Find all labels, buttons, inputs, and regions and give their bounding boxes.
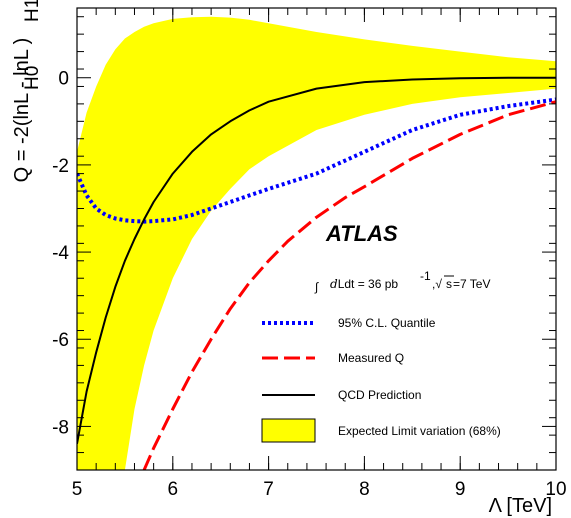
band-layer xyxy=(77,16,556,470)
lumi-text: dLdt = 36 pb xyxy=(330,277,398,291)
y-tick-label: 0 xyxy=(58,69,69,90)
series-line-2 xyxy=(142,100,556,470)
band-area xyxy=(77,16,556,470)
y-axis-sub-h0: H0 xyxy=(22,66,43,90)
legend-label-band: Expected Limit variation (68%) xyxy=(338,424,501,438)
plot-frame xyxy=(76,7,557,471)
y-tick-label: -8 xyxy=(52,417,69,438)
lumi-prefix: Ldt = 36 pb xyxy=(338,277,399,291)
x-axis-label: Λ [TeV] xyxy=(489,495,552,517)
series-line-1 xyxy=(77,97,556,224)
lumi-suffix: =7 TeV xyxy=(453,277,490,291)
y-tick-label: -4 xyxy=(52,243,69,264)
y-axis-label-main: Q = -2(lnL - lnL ) xyxy=(11,38,33,183)
legend-swatch-band xyxy=(261,418,316,443)
y-tick-label: -6 xyxy=(52,330,69,351)
x-tick-label: 7 xyxy=(263,479,274,500)
sqrt-symbol: ,√ xyxy=(432,277,442,291)
series-line-3 xyxy=(77,76,556,444)
integral-sign: ∫ xyxy=(314,280,319,294)
x-tick-label: 8 xyxy=(359,479,370,500)
sqrt-s: s xyxy=(446,277,452,291)
lumi-exponent: -1 xyxy=(420,269,431,283)
y-axis-label: Q = -2(lnL - lnL ) xyxy=(11,38,33,183)
legend-label-measured: Measured Q xyxy=(338,351,404,365)
axis-layer: 5 6 7 8 9 10 -8 -6 -4 -2 0 xyxy=(52,8,567,500)
y-tick-label: -2 xyxy=(52,156,69,177)
x-tick-label: 6 xyxy=(168,479,179,500)
x-tick-label: 5 xyxy=(72,479,83,500)
lumi-annotation: ∫ dLdt = 36 pb -1 ,√ s =7 TeV xyxy=(314,269,490,294)
y-axis-sub-h1: H1 xyxy=(22,0,43,22)
atlas-label: ATLAS xyxy=(325,221,398,246)
legend-label-qcd: QCD Prediction xyxy=(338,388,421,402)
x-tick-label: 9 xyxy=(455,479,466,500)
legend: 95% C.L. Quantile Measured Q QCD Predict… xyxy=(261,316,501,443)
x-tick-label: 10 xyxy=(545,479,566,500)
legend-label-quantile: 95% C.L. Quantile xyxy=(338,316,436,330)
series-layer xyxy=(77,76,556,470)
